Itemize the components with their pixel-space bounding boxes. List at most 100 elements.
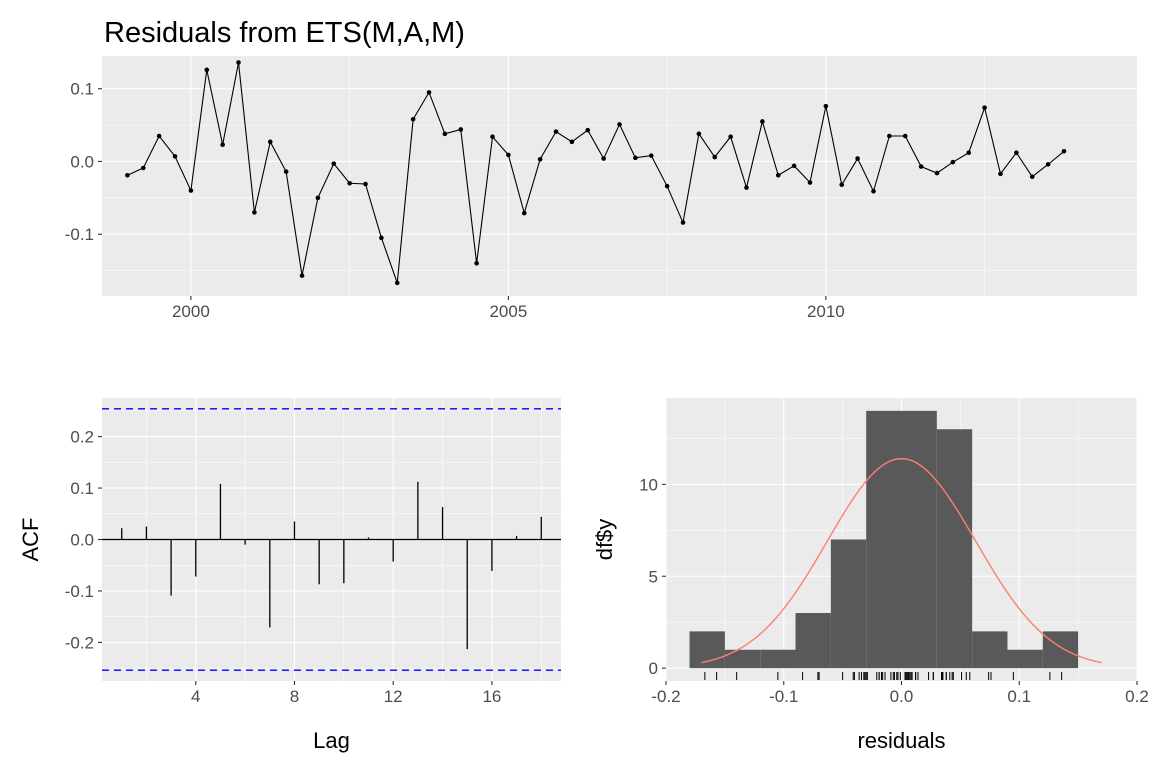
chart-title: Residuals from ETS(M,A,M) <box>104 17 465 49</box>
residual-point <box>648 153 654 158</box>
normal-density-curve <box>701 457 1102 664</box>
histogram-bar <box>866 410 902 669</box>
residual-point <box>426 90 432 95</box>
residual-point <box>172 154 178 159</box>
residual-point <box>299 273 305 278</box>
residual-point <box>791 163 797 169</box>
residual-point <box>1014 150 1019 156</box>
residual-point <box>569 139 575 145</box>
residual-point <box>982 105 987 110</box>
residual-point <box>442 131 448 137</box>
residual-point <box>1045 162 1051 167</box>
residual-point <box>839 182 845 188</box>
y-axis-title: df$y <box>592 519 617 561</box>
residual-point <box>490 134 495 140</box>
residual-point <box>918 164 924 169</box>
residual-histogram-plot: -0.2 -0.1 0.0 0.1 0.2 0 5 10 residuals df$y <box>592 398 1149 753</box>
histogram-bar <box>830 539 867 669</box>
x-tick-label: 12 <box>384 687 403 706</box>
residual-point <box>823 103 829 109</box>
x-tick-label: 0.0 <box>890 687 914 706</box>
residual-point <box>125 172 130 178</box>
residual-point <box>871 188 876 194</box>
residual-point <box>855 156 860 161</box>
residual-point <box>283 169 289 174</box>
residual-point <box>537 156 543 162</box>
residual-point <box>267 139 273 145</box>
y-tick-label: 0.0 <box>70 152 94 171</box>
x-tick-label: 0.2 <box>1125 687 1149 706</box>
residual-point <box>775 172 781 178</box>
y-tick-label: 0.1 <box>70 80 94 99</box>
x-tick-label: 16 <box>482 687 501 706</box>
x-tick-label: 2000 <box>172 302 210 321</box>
residuals-time-series-plot: 2000 2005 2010 -0.1 0.0 0.1 <box>65 56 1137 321</box>
residual-point <box>156 133 162 139</box>
residual-point <box>1029 174 1035 180</box>
residual-point <box>601 156 606 161</box>
y-tick-label: -0.1 <box>65 225 94 244</box>
residual-point <box>680 220 686 225</box>
residual-point <box>315 195 321 201</box>
residual-point <box>521 210 527 216</box>
residual-point <box>585 127 591 133</box>
residual-point <box>506 152 511 158</box>
x-tick-label: 2010 <box>807 302 845 321</box>
residual-point <box>220 142 225 148</box>
residual-point <box>140 165 146 171</box>
x-axis-title: residuals <box>857 728 945 753</box>
histogram-bar <box>1042 631 1079 669</box>
residual-point <box>728 134 733 140</box>
residual-series-line <box>127 62 1065 284</box>
residual-point <box>331 161 337 166</box>
residual-point <box>807 180 813 185</box>
residual-point <box>236 60 241 65</box>
x-tick-label: -0.2 <box>651 687 680 706</box>
acf-plot: 4 8 12 16 -0.2 -0.1 0.0 0.1 0.2 Lag ACF <box>18 398 561 753</box>
panel-background <box>102 56 1137 296</box>
histogram-bar <box>795 613 831 669</box>
residual-point <box>744 185 749 190</box>
residual-point <box>188 188 194 193</box>
x-tick-label: 0.1 <box>1007 687 1031 706</box>
residual-point <box>347 180 352 186</box>
residual-point <box>902 133 908 139</box>
residual-point <box>934 170 940 176</box>
histogram-bar <box>901 410 937 669</box>
histogram-bar <box>689 631 725 669</box>
x-tick-label: 4 <box>191 687 200 706</box>
residual-point <box>458 127 464 132</box>
residual-point <box>1061 148 1067 154</box>
histogram-bar <box>1007 649 1043 669</box>
y-tick-label: -0.1 <box>65 582 94 601</box>
x-axis-title: Lag <box>313 728 350 753</box>
residual-point <box>966 150 972 156</box>
x-tick-label: 2005 <box>489 302 527 321</box>
x-tick-label: 8 <box>290 687 299 706</box>
residual-point <box>553 129 559 134</box>
residual-point <box>633 155 638 161</box>
y-tick-label: 10 <box>639 475 658 494</box>
residual-point <box>696 131 702 137</box>
histogram-bar <box>760 649 796 669</box>
residual-point <box>474 260 479 266</box>
residual-point <box>363 181 368 187</box>
residual-point <box>379 235 384 241</box>
y-tick-label: 0 <box>649 659 658 678</box>
residual-point <box>664 183 670 189</box>
histogram-bar <box>972 631 1008 669</box>
y-tick-label: 0.2 <box>70 428 94 447</box>
histogram-bar <box>724 649 761 669</box>
residual-point <box>410 116 416 122</box>
residual-point <box>617 122 622 127</box>
residual-point <box>887 133 892 139</box>
residual-point <box>394 280 400 286</box>
y-axis-title: ACF <box>18 518 43 562</box>
y-tick-label: 5 <box>649 567 658 586</box>
y-tick-label: 0.0 <box>70 531 94 550</box>
x-tick-label: -0.1 <box>769 687 798 706</box>
residual-point <box>998 171 1003 177</box>
residual-point <box>252 210 257 215</box>
y-tick-label: 0.1 <box>70 479 94 498</box>
